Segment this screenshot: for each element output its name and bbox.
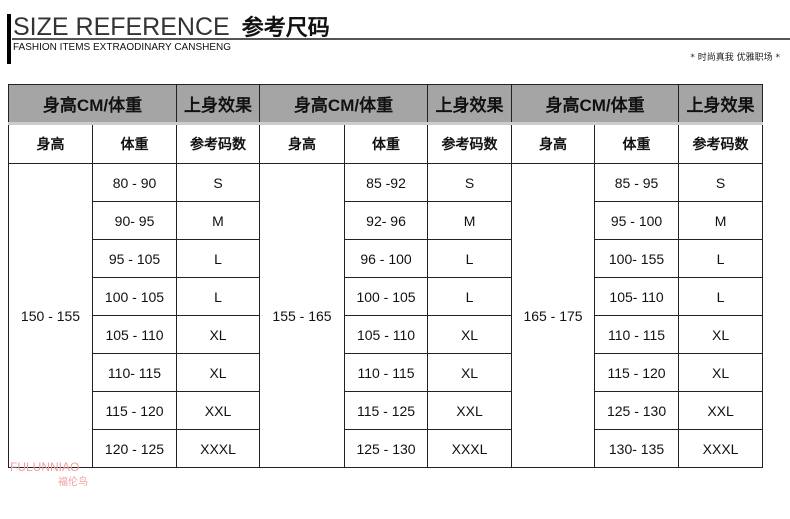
size-cell: L: [678, 239, 764, 278]
size-cell: XL: [678, 353, 764, 392]
size-cell: M: [678, 201, 764, 240]
size-cell: XXL: [678, 391, 764, 430]
weight-cell: 115 - 125: [344, 391, 429, 430]
slogan: * 时尚真我 优雅职场 *: [690, 53, 780, 63]
weight-cell: 96 - 100: [344, 239, 429, 278]
table-row: 110- 115 XL 110 - 115 XL 115 - 120 XL: [9, 353, 764, 392]
weight-cell: 90- 95: [91, 201, 178, 240]
height-range-cell: 155 - 165: [259, 163, 346, 468]
group-header-row: 身高CM/体重 上身效果 身高CM/体重 上身效果 身高CM/体重 上身效果: [7, 84, 764, 125]
weight-cell: 110 - 115: [344, 353, 429, 392]
size-table: 身高CM/体重 上身效果 身高CM/体重 上身效果 身高CM/体重 上身效果 身高 体重 参考码…: [7, 84, 764, 468]
height-col-header: 身高: [259, 123, 346, 164]
size-cell: L: [678, 277, 764, 316]
table-row: 120 - 125 XXXL 125 - 130 XXXL 130- 135 XXXL: [9, 429, 764, 468]
watermark-logo-cn: 福伦鸟: [58, 477, 88, 488]
weight-cell: 120 - 125: [91, 429, 178, 468]
size-cell: L: [176, 277, 261, 316]
height-col-header: 身高: [8, 123, 93, 164]
title-accent-bar: [7, 14, 11, 64]
size-cell: XXXL: [678, 429, 764, 468]
weight-cell: 95 - 100: [594, 201, 680, 240]
weight-cell: 115 - 120: [91, 391, 178, 430]
sub-header-row: 身高 体重 参考码数 身高 体重 参考码数 身高 体重 参考码数: [8, 123, 764, 164]
size-cell: XL: [176, 353, 261, 392]
divider: [12, 38, 790, 40]
weight-cell: 105 - 110: [91, 315, 178, 354]
weight-cell: 125 - 130: [344, 429, 429, 468]
size-cell: XXXL: [176, 429, 261, 468]
weight-cell: 115 - 120: [594, 353, 680, 392]
weight-cell: 95 - 105: [91, 239, 178, 278]
weight-cell: 92- 96: [344, 201, 429, 240]
table-row: 100 - 105 L 100 - 105 L 105- 110 L: [9, 277, 764, 316]
table-row: 90- 95 M 92- 96 M 95 - 100 M: [9, 201, 764, 240]
weight-col-header: 体重: [594, 123, 680, 164]
size-cell: XXXL: [427, 429, 513, 468]
weight-cell: 110 - 115: [594, 315, 680, 354]
size-cell: S: [678, 163, 764, 202]
height-weight-header: 身高CM/体重: [7, 84, 178, 125]
weight-cell: 130- 135: [594, 429, 680, 468]
weight-cell: 85 - 95: [594, 163, 680, 202]
weight-cell: 105- 110: [594, 277, 680, 316]
size-cell: XL: [427, 353, 513, 392]
height-col-header: 身高: [511, 123, 596, 164]
weight-col-header: 体重: [91, 123, 178, 164]
weight-cell: 100 - 105: [344, 277, 429, 316]
size-cell: M: [176, 201, 261, 240]
size-cell: L: [427, 277, 513, 316]
size-cell: XXL: [176, 391, 261, 430]
height-range-cell: 150 - 155: [8, 163, 93, 468]
size-col-header: 参考码数: [678, 123, 764, 164]
weight-cell: 110- 115: [91, 353, 178, 392]
fit-header: 上身效果: [678, 84, 764, 125]
table-row: 150 - 155 80 - 90 S 155 - 165 85 -92 S 165 - 1…: [8, 163, 764, 468]
size-col-header: 参考码数: [176, 123, 261, 164]
size-cell: S: [176, 163, 261, 202]
height-range-cell: 165 - 175: [511, 163, 596, 468]
table-row: 105 - 110 XL 105 - 110 XL 110 - 115 XL: [9, 315, 764, 354]
weight-cell: 125 - 130: [594, 391, 680, 430]
size-cell: L: [427, 239, 513, 278]
size-cell: L: [176, 239, 261, 278]
subtitle: FASHION ITEMS EXTRAODINARY CANSHENG: [13, 42, 232, 53]
table-row: 115 - 120 XXL 115 - 125 XXL 125 - 130 XXL: [9, 391, 764, 430]
size-cell: M: [427, 201, 513, 240]
size-cell: XL: [176, 315, 261, 354]
size-cell: S: [427, 163, 513, 202]
fit-header: 上身效果: [427, 84, 513, 125]
height-weight-header: 身高CM/体重: [259, 84, 429, 125]
size-cell: XL: [678, 315, 764, 354]
size-cell: XL: [427, 315, 513, 354]
weight-col-header: 体重: [344, 123, 429, 164]
watermark-logo: FULUNNIAO: [10, 460, 80, 474]
weight-cell: 85 -92: [344, 163, 429, 202]
weight-cell: 100 - 105: [91, 277, 178, 316]
weight-cell: 80 - 90: [91, 163, 178, 202]
table-row: 95 - 105 L 96 - 100 L 100- 155 L: [9, 239, 764, 278]
page-title: SIZE REFERENCE 参考尺码: [13, 13, 330, 41]
size-cell: XXL: [427, 391, 513, 430]
weight-cell: 100- 155: [594, 239, 680, 278]
height-weight-header: 身高CM/体重: [511, 84, 680, 125]
fit-header: 上身效果: [176, 84, 261, 125]
weight-cell: 105 - 110: [344, 315, 429, 354]
size-col-header: 参考码数: [427, 123, 513, 164]
